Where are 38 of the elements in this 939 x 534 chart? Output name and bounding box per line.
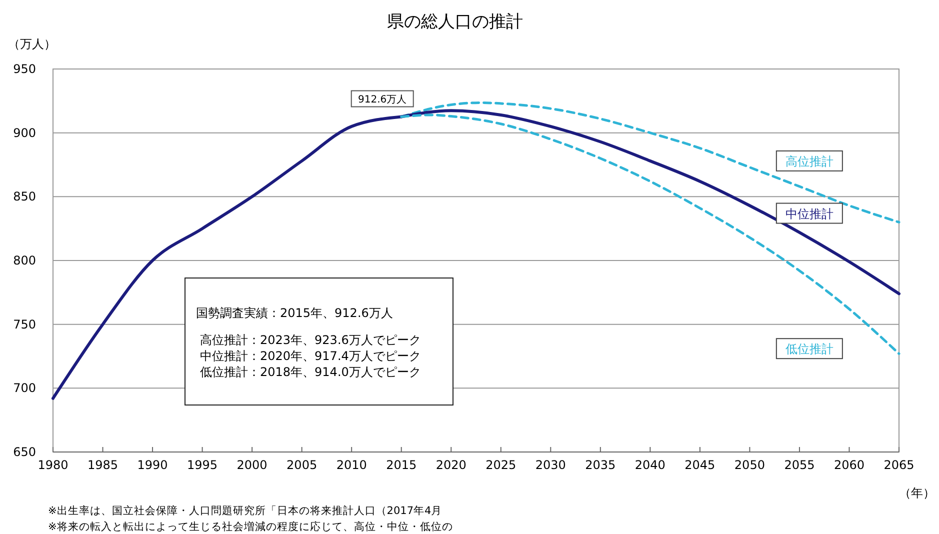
y-tick-label: 900 <box>13 126 36 140</box>
x-tick-label: 2005 <box>286 458 318 472</box>
chart-title: 県の総人口の推計 <box>387 12 523 32</box>
x-tick-label: 2000 <box>236 458 268 472</box>
annotation: 低位推計：2018年、914.0万人でピーク <box>200 365 421 379</box>
x-tick-label: 2035 <box>585 458 616 472</box>
annotation: 高位推計：2023年、923.6万人でピーク <box>200 333 421 347</box>
text: ※将来の転入と転出によって生じる社会増減の程度に応じて、高位・中位・低位の <box>48 520 453 533</box>
y-tick-label: 700 <box>13 381 36 396</box>
x-tick-label: 2010 <box>336 458 367 472</box>
y-tick-label: 650 <box>13 445 36 459</box>
annotation: 中位推計：2020年、917.4万人でピーク <box>200 349 421 363</box>
x-tick-label: 2050 <box>734 458 765 472</box>
x-axis-title: （年） <box>899 486 935 500</box>
x-tick-label: 1985 <box>87 458 118 472</box>
x-tick-label: 2020 <box>436 458 466 472</box>
annotation: 国勢調査実績：2015年、912.6万人 <box>196 306 393 320</box>
x-tick-label: 1995 <box>187 458 218 472</box>
y-tick-label: 750 <box>13 317 36 332</box>
text: 低位推計 <box>785 342 834 356</box>
y-axis-title: （万人） <box>8 37 56 51</box>
x-tick-label: 2055 <box>784 458 815 472</box>
x-tick-label: 2040 <box>634 458 666 472</box>
x-tick-label: 1980 <box>38 458 68 472</box>
x-tick-label: 2025 <box>486 458 516 472</box>
x-tick-label: 2045 <box>684 458 716 472</box>
y-tick-label: 950 <box>13 62 36 76</box>
text: ※出生率は、国立社会保障・人口問題研究所「日本の将来推計人口（2017年4月 <box>48 504 442 517</box>
series-label: 高位推計 <box>785 154 834 168</box>
x-tick-label: 2060 <box>834 458 865 472</box>
series-label: 中位推計 <box>785 206 834 221</box>
x-tick-label: 1990 <box>137 458 168 472</box>
x-tick-label: 2030 <box>535 458 566 472</box>
y-tick-label: 800 <box>13 254 36 268</box>
annotation: 912.6万人 <box>358 94 407 106</box>
y-tick-label: 850 <box>13 190 36 204</box>
x-tick-label: 2015 <box>386 458 417 472</box>
x-tick-label: 2065 <box>884 458 914 472</box>
